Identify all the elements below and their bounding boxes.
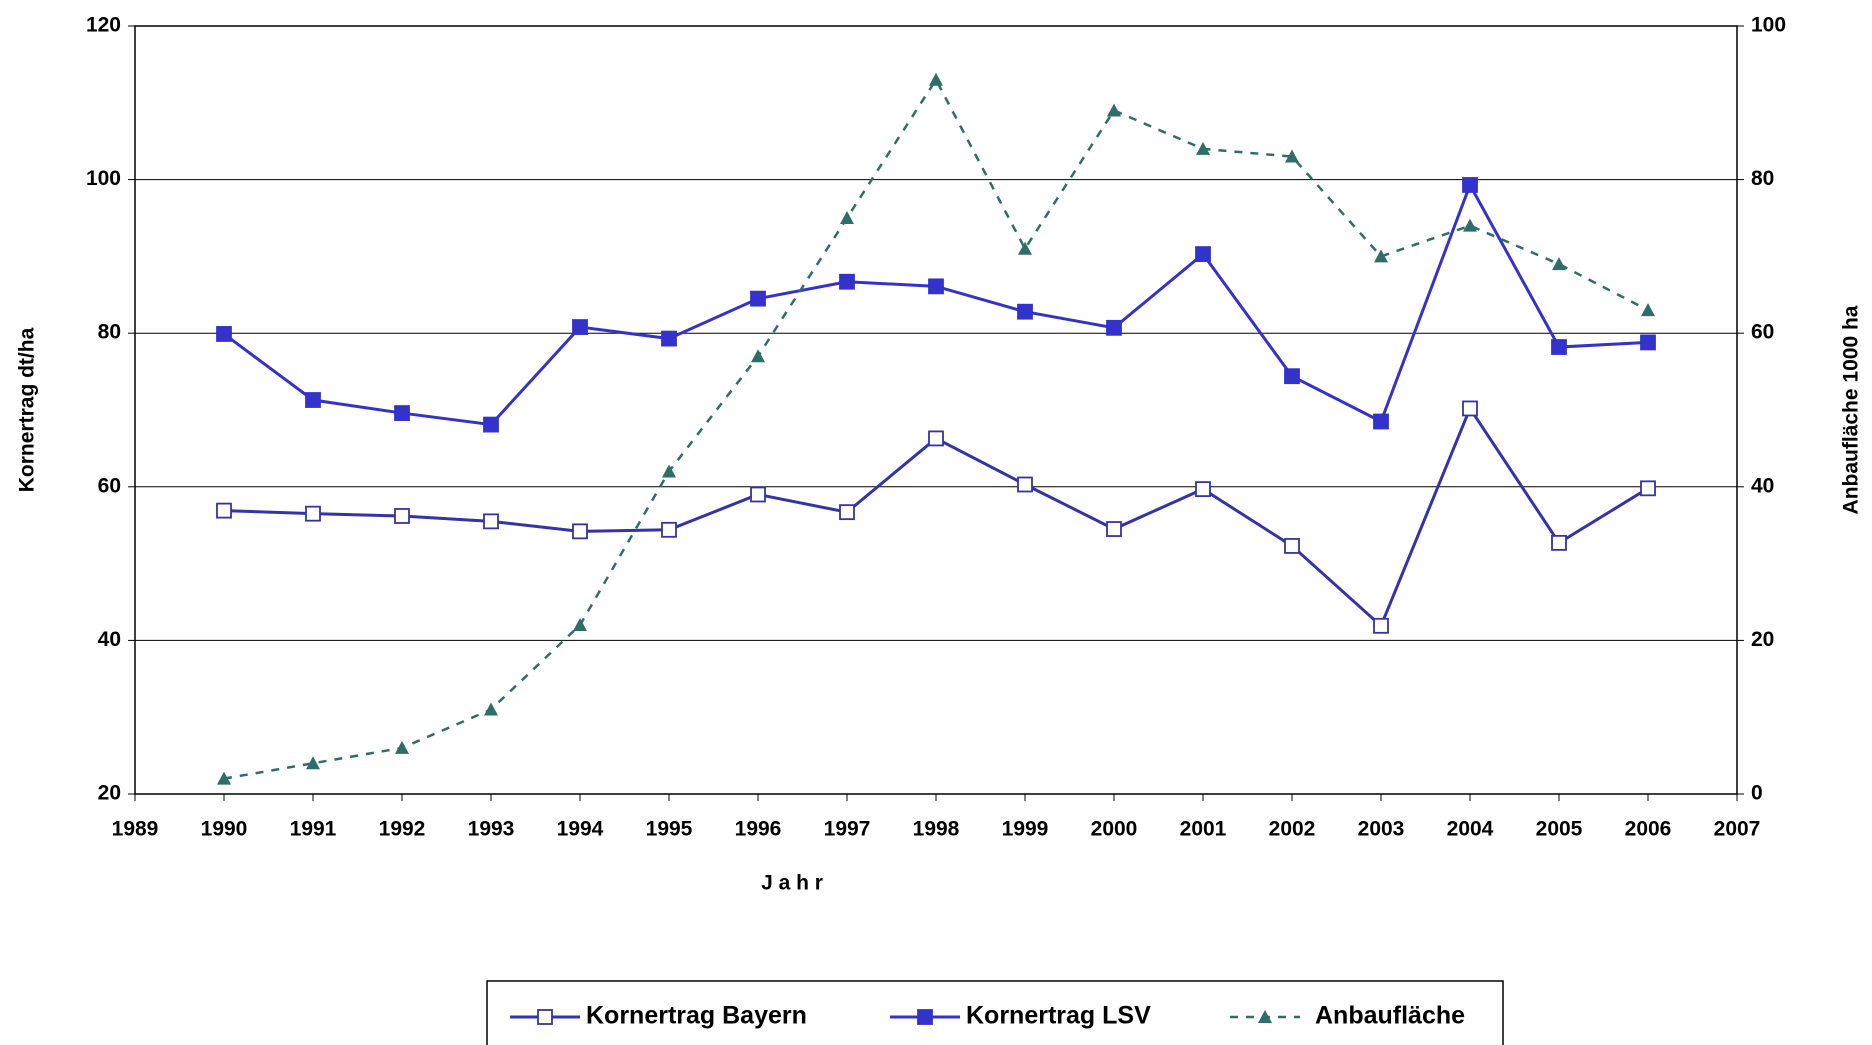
marker — [394, 508, 410, 524]
x-tick-label: 1994 — [557, 818, 604, 841]
y2-tick-label: 100 — [1751, 14, 1786, 37]
marker — [662, 464, 676, 478]
x-tick-label: 2003 — [1358, 818, 1405, 841]
marker — [572, 523, 588, 540]
marker — [661, 521, 677, 538]
x-tick-label: 1997 — [824, 818, 871, 841]
y-tick-label: 60 — [98, 474, 121, 497]
marker — [1196, 141, 1210, 155]
legend-label: Kornertrag Bayern — [586, 1002, 807, 1030]
y-axis-label: Kornertrag dt/ha — [16, 327, 39, 492]
marker — [484, 702, 498, 716]
marker — [1641, 303, 1655, 317]
marker — [1373, 617, 1389, 634]
marker — [839, 273, 855, 290]
marker — [1258, 1010, 1272, 1023]
plot-frame — [134, 25, 1738, 795]
marker — [928, 430, 944, 447]
legend: Kornertrag Bayern Kornertrag LSV Anbaufläc… — [486, 980, 1504, 1045]
marker — [395, 740, 409, 754]
x-tick-label: 1991 — [290, 818, 337, 841]
x-tick-label: 2006 — [1625, 818, 1672, 841]
marker — [1462, 177, 1478, 193]
marker — [1551, 339, 1567, 355]
x-tick-label: 1998 — [913, 818, 960, 841]
series-line — [223, 181, 1649, 427]
marker — [1017, 303, 1033, 320]
x-tick-label: 1995 — [646, 818, 693, 841]
marker — [1018, 241, 1032, 255]
marker — [1106, 319, 1122, 336]
marker — [216, 502, 232, 519]
marker — [1463, 218, 1477, 232]
legend-label: Anbaufläche — [1315, 1002, 1465, 1030]
x-tick-label: 2002 — [1269, 818, 1316, 841]
marker — [840, 211, 854, 224]
x-axis-label: J a h r — [761, 872, 823, 895]
marker — [1107, 103, 1121, 117]
marker — [751, 349, 765, 363]
x-tick-label: 1999 — [1002, 818, 1049, 841]
x-tick-label: 2001 — [1180, 818, 1227, 841]
marker — [1640, 480, 1656, 497]
x-tick-label: 1989 — [112, 818, 159, 841]
x-tick-label: 1992 — [379, 818, 426, 841]
y-tick-label: 120 — [86, 14, 121, 37]
y2-tick-label: 20 — [1751, 628, 1774, 651]
marker — [537, 1009, 553, 1025]
marker — [1551, 534, 1567, 551]
marker — [483, 513, 499, 530]
x-tick-label: 1993 — [468, 818, 515, 841]
marker — [1552, 257, 1566, 271]
y-tick-label: 80 — [98, 321, 121, 344]
marker — [572, 319, 588, 335]
marker — [573, 618, 587, 632]
y2-tick-label: 80 — [1751, 167, 1774, 190]
marker — [1195, 481, 1211, 498]
x-tick-label: 1990 — [201, 818, 248, 841]
marker — [1284, 368, 1300, 385]
marker — [216, 326, 232, 342]
marker — [928, 278, 944, 295]
marker — [306, 756, 320, 770]
marker — [1462, 400, 1478, 417]
marker — [1374, 249, 1388, 263]
legend-box — [486, 980, 1504, 1045]
marker — [1106, 521, 1122, 537]
y-tick-label: 20 — [98, 782, 121, 805]
marker — [1640, 334, 1656, 351]
marker — [750, 290, 766, 307]
marker — [305, 392, 321, 408]
marker — [839, 504, 855, 521]
marker — [1373, 413, 1389, 430]
x-tick-label: 2000 — [1091, 818, 1138, 841]
y2-tick-label: 60 — [1751, 321, 1774, 344]
marker — [929, 72, 943, 86]
legend-label: Kornertrag LSV — [966, 1002, 1151, 1030]
marker — [661, 330, 677, 347]
marker — [1195, 246, 1211, 262]
series-line — [223, 77, 1649, 780]
x-tick-label: 2005 — [1536, 818, 1583, 841]
y2-tick-label: 0 — [1751, 782, 1763, 805]
marker — [305, 505, 321, 522]
x-tick-label: 1996 — [735, 818, 782, 841]
y2-axis-label: Anbaufläche 1000 ha — [1840, 305, 1863, 514]
marker — [483, 416, 499, 433]
y2-tick-label: 40 — [1751, 474, 1774, 497]
marker — [394, 405, 410, 421]
y-tick-label: 40 — [98, 628, 121, 651]
x-tick-label: 2007 — [1714, 818, 1761, 841]
marker — [917, 1009, 933, 1025]
marker — [750, 486, 766, 503]
y-tick-label: 100 — [86, 167, 121, 190]
x-tick-label: 2004 — [1447, 818, 1494, 841]
marker — [1017, 476, 1033, 493]
marker — [1284, 538, 1300, 554]
marker — [217, 771, 231, 785]
marker — [1285, 149, 1299, 163]
